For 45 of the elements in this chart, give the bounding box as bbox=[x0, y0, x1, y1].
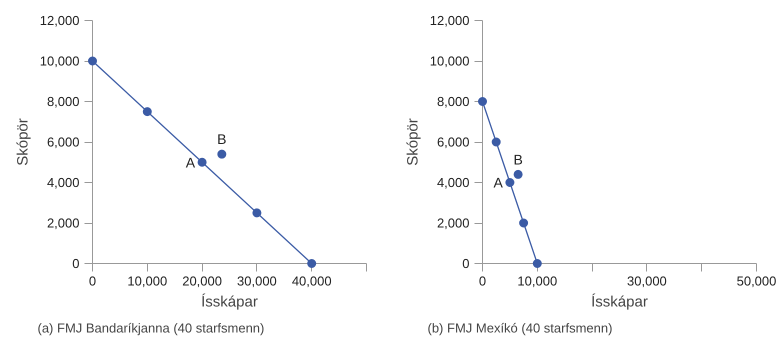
y-tick-label: 12,000 bbox=[430, 13, 470, 28]
point bbox=[532, 259, 542, 268]
y-tick-label: 0 bbox=[72, 256, 80, 271]
point bbox=[492, 138, 501, 146]
point bbox=[514, 170, 523, 179]
x-tick-label: 10,000 bbox=[127, 274, 168, 288]
annotation: A bbox=[186, 154, 196, 170]
y-tick-label: 2,000 bbox=[436, 216, 470, 230]
y-tick-label: 10,000 bbox=[430, 54, 470, 68]
point bbox=[505, 178, 514, 187]
point bbox=[198, 158, 207, 167]
point bbox=[88, 56, 97, 66]
text: (a) FMJ Bandaríkjanna (40 starfsmenn) bbox=[38, 320, 264, 336]
y-tick-label: 2,000 bbox=[46, 216, 80, 230]
x-tick-label: 0 bbox=[88, 274, 96, 288]
x-tick-label: 30,000 bbox=[237, 274, 277, 288]
annotation: B bbox=[513, 151, 523, 168]
annotation: B bbox=[217, 131, 227, 148]
y-axis-title: Skópör bbox=[404, 118, 422, 166]
x-tick-label: 20,000 bbox=[182, 274, 222, 288]
y-tick-label: 8,000 bbox=[46, 94, 80, 109]
y-tick-label: 4,000 bbox=[46, 175, 80, 190]
y-tick-label: 4,000 bbox=[436, 175, 470, 190]
point bbox=[478, 97, 487, 106]
point bbox=[142, 107, 152, 116]
x-axis-title: Ísskápar bbox=[591, 292, 648, 310]
point bbox=[307, 259, 316, 268]
x-axis-title: Ísskápar bbox=[201, 292, 258, 310]
y-tick-label: 6,000 bbox=[46, 134, 80, 150]
point bbox=[519, 218, 528, 228]
x-tick-label: 40,000 bbox=[292, 274, 332, 288]
y-axis-title: Skópör bbox=[14, 118, 32, 166]
text: (b) FMJ Mexíkó (40 starfsmenn) bbox=[428, 320, 612, 336]
y-tick-label: 10,000 bbox=[40, 54, 80, 68]
x-tick-label: 50,000 bbox=[736, 274, 776, 288]
y-tick-label: 8,000 bbox=[436, 94, 470, 109]
annotation: A bbox=[494, 174, 504, 190]
x-tick-label: 10,000 bbox=[517, 274, 558, 288]
y-tick-label: 0 bbox=[462, 256, 470, 271]
point bbox=[217, 150, 226, 159]
y-tick-label: 6,000 bbox=[436, 134, 470, 150]
x-tick-label: 0 bbox=[478, 274, 486, 288]
point bbox=[252, 208, 262, 218]
y-tick-label: 12,000 bbox=[40, 13, 80, 28]
x-tick-label: 30,000 bbox=[627, 274, 667, 288]
